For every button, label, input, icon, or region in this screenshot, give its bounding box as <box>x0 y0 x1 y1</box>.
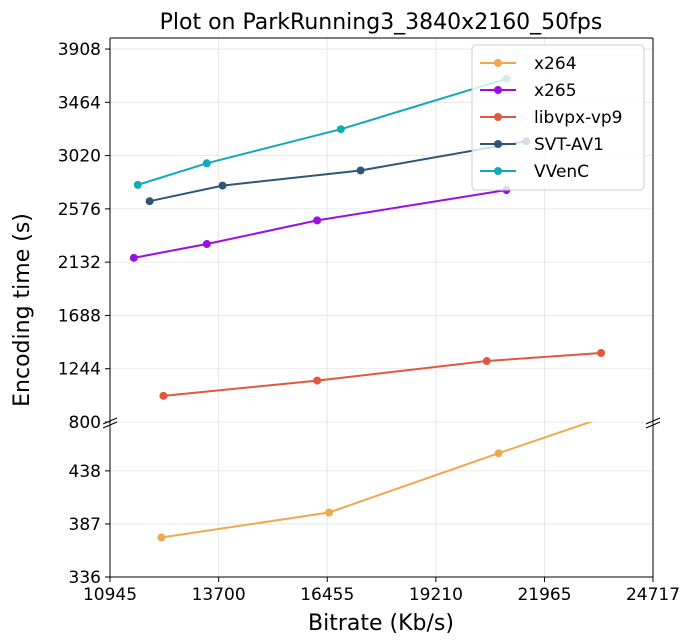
y-tick-label: 3020 <box>58 147 101 167</box>
legend-label: VVenC <box>534 162 589 182</box>
series-line <box>137 77 507 186</box>
data-point <box>617 408 625 416</box>
legend-label: x265 <box>534 81 577 101</box>
series-x264 <box>157 408 625 542</box>
x-tick-label: 19210 <box>409 585 463 605</box>
x-tick-label: 24717 <box>626 585 680 605</box>
y-tick-label: 336 <box>69 568 101 588</box>
y-tick-label: 2576 <box>58 200 101 220</box>
legend-box <box>471 44 645 191</box>
data-point <box>133 180 142 189</box>
x-tick-label: 13700 <box>192 585 246 605</box>
series-libvpx-vp9 <box>159 349 606 400</box>
data-point <box>159 391 168 400</box>
y-tick-label: 2132 <box>58 253 101 273</box>
data-point <box>129 253 138 262</box>
data-point <box>157 533 166 542</box>
series-line <box>133 189 507 259</box>
legend-marker <box>494 140 502 148</box>
legend-marker <box>494 59 502 67</box>
x-tick-label: 16455 <box>300 585 354 605</box>
data-point <box>597 349 606 357</box>
y-tick-label: 800 <box>69 413 101 433</box>
data-point <box>202 159 211 168</box>
legend-marker <box>494 113 502 121</box>
axis-break-mark <box>102 421 118 429</box>
x-tick-label: 21965 <box>517 585 571 605</box>
series-x265 <box>129 186 511 262</box>
legend-marker <box>494 86 502 94</box>
legend: x264 x265 libvpx-vp9 SVT-AV1 VVenC <box>471 44 645 191</box>
axis-break-mark <box>645 417 661 425</box>
series-line <box>161 422 594 539</box>
data-point <box>325 508 334 517</box>
axes-layer <box>102 37 661 578</box>
data-point <box>218 181 227 190</box>
data-point <box>202 240 211 249</box>
data-point <box>313 376 322 385</box>
series-VVenC <box>133 74 511 189</box>
legend-label: SVT-AV1 <box>534 135 604 155</box>
y-tick-label: 1688 <box>58 306 101 326</box>
y-axis-title: Encoding time (s) <box>10 213 35 407</box>
y-tick-label: 3908 <box>58 40 101 60</box>
ticks-layer: 10945 13700 16455 19210 21965 24717 800 1244 168… <box>58 40 680 605</box>
y-tick-label: 438 <box>69 462 101 482</box>
series-line <box>149 140 527 203</box>
data-point <box>356 166 365 175</box>
legend-label: libvpx-vp9 <box>534 108 623 128</box>
axis-break-mark <box>645 421 661 429</box>
data-point <box>494 449 503 458</box>
data-point <box>313 216 322 225</box>
x-tick-label: 10945 <box>83 585 137 605</box>
chart-title: Plot on ParkRunning3_3840x2160_50fps <box>160 10 603 35</box>
data-point <box>336 125 345 134</box>
legend-label: x264 <box>534 54 577 74</box>
axis-break-mark <box>102 417 118 425</box>
data-point <box>145 197 154 206</box>
series-line <box>163 352 602 397</box>
y-tick-label: 3464 <box>58 93 101 113</box>
legend-marker <box>494 167 502 175</box>
y-tick-label: 1244 <box>58 360 101 380</box>
x-axis-title: Bitrate (Kb/s) <box>308 611 454 636</box>
y-tick-label: 387 <box>69 515 101 535</box>
data-point <box>482 357 491 366</box>
